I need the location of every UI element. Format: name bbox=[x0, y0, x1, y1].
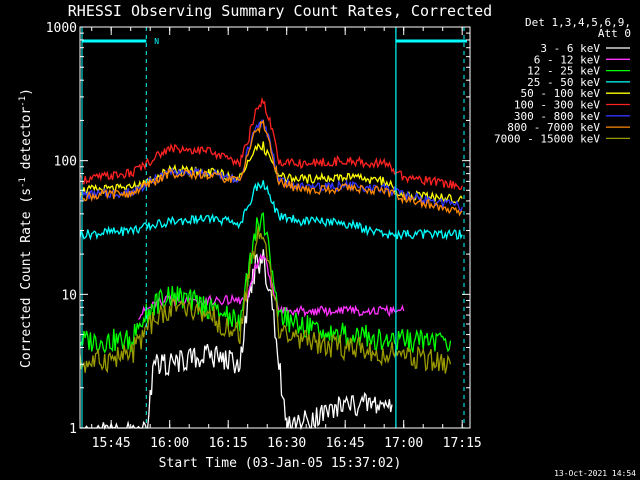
plot-area: N bbox=[79, 27, 467, 431]
y-tick-label-3: 1000 bbox=[46, 21, 77, 36]
series-line-7 bbox=[79, 119, 463, 217]
series-line-2 bbox=[79, 212, 452, 354]
legend-label-7: 800 - 7000 keV bbox=[507, 121, 600, 134]
x-tick-label-5: 17:00 bbox=[384, 436, 423, 451]
legend-label-6: 300 - 800 keV bbox=[514, 110, 600, 123]
legend-label-5: 100 - 300 keV bbox=[514, 99, 600, 112]
x-tick-label-2: 16:15 bbox=[209, 436, 248, 451]
series-line-3 bbox=[79, 180, 463, 241]
legend-label-8: 7000 - 15000 keV bbox=[494, 132, 600, 145]
series-line-4 bbox=[79, 141, 463, 204]
plot-frame bbox=[79, 26, 471, 429]
y-axis-label: Corrected Count Rate (s-1 detector-1) bbox=[18, 88, 34, 368]
legend-header-1: Att 0 bbox=[598, 27, 631, 40]
series-line-8 bbox=[79, 226, 452, 374]
legend-label-2: 12 - 25 keV bbox=[527, 65, 600, 78]
y-tick-label-2: 100 bbox=[54, 155, 77, 170]
legend-label-0: 3 - 6 keV bbox=[540, 42, 600, 55]
y-tick-label-0: 1 bbox=[69, 422, 77, 437]
legend-label-3: 25 - 50 keV bbox=[527, 76, 600, 89]
series-line-5 bbox=[79, 96, 463, 191]
x-tick-label-3: 16:30 bbox=[267, 436, 306, 451]
x-tick-label-1: 16:00 bbox=[150, 436, 189, 451]
x-tick-label-0: 15:45 bbox=[92, 436, 131, 451]
legend-label-1: 6 - 12 keV bbox=[534, 53, 601, 66]
legend-label-4: 50 - 100 keV bbox=[521, 87, 601, 100]
chart-title: RHESSI Observing Summary Count Rates, Co… bbox=[68, 2, 492, 20]
x-tick-label-6: 17:15 bbox=[443, 436, 482, 451]
footer-timestamp: 13-Oct-2021 14:54 bbox=[554, 469, 636, 478]
night-marker-label: N bbox=[154, 37, 159, 46]
series-line-0 bbox=[80, 249, 393, 431]
x-axis-label: Start Time (03-Jan-05 15:37:02) bbox=[159, 456, 402, 471]
y-tick-label-1: 10 bbox=[61, 288, 77, 303]
axes: 15:45 16:00 16:15 16:30 16:45 17:00 17:15 1 10 10… bbox=[46, 21, 482, 451]
legend-header-0: Det 1,3,4,5,6,9, bbox=[525, 16, 631, 29]
x-tick-label-4: 16:45 bbox=[326, 436, 365, 451]
